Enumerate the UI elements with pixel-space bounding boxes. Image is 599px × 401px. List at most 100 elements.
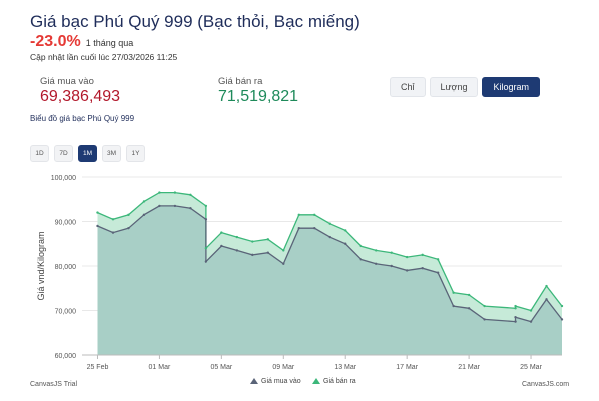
buy-price-point: [452, 304, 455, 308]
legend-sell-marker: [312, 378, 320, 384]
canvasjs-trial-label: CanvasJS Trial: [30, 381, 78, 388]
sell-price-point: [328, 222, 331, 225]
legend-buy-marker: [250, 378, 258, 384]
sell-price-point: [111, 218, 115, 221]
sell-price-point: [344, 229, 347, 232]
sell-price-point: [405, 255, 409, 259]
unit-tab-chi[interactable]: Chỉ: [390, 77, 426, 97]
sell-price-label: Giá bán ra: [218, 76, 263, 87]
y-tick-label: 90,000: [55, 220, 77, 227]
y-axis-title: Giá vnd/Kilogram: [36, 231, 46, 300]
sell-price-point: [235, 235, 239, 239]
buy-price-point: [266, 251, 270, 254]
buy-price-point: [359, 258, 362, 261]
sell-price-point: [560, 304, 564, 308]
buy-price-point: [282, 262, 285, 265]
unit-tabs: Chỉ Lượng Kilogram: [390, 77, 540, 97]
buy-price-point: [560, 318, 564, 321]
x-tick-label: 13 Mar: [334, 364, 356, 371]
buy-price-point: [111, 231, 115, 234]
range-tab-1m[interactable]: 1M: [78, 145, 97, 162]
sell-price-line: [97, 191, 563, 312]
y-tick-label: 60,000: [55, 353, 77, 360]
sell-price-point: [266, 238, 270, 241]
sell-price-point: [251, 240, 254, 243]
sell-price-point: [158, 191, 161, 194]
buy-price-point: [297, 226, 300, 230]
sell-price-point: [189, 193, 192, 196]
price-change-row: -23.0% 1 tháng qua: [30, 33, 133, 51]
page-title: Giá bạc Phú Quý 999 (Bạc thỏi, Bạc miếng…: [30, 12, 360, 31]
buy-price-point: [405, 269, 409, 272]
price-change-percent: -23.0%: [30, 33, 81, 50]
canvasjs-link[interactable]: CanvasJS.com: [522, 381, 570, 388]
sell-price-point: [142, 200, 146, 203]
buy-price-point: [251, 253, 254, 257]
buy-price-point: [173, 204, 177, 208]
range-tab-7d[interactable]: 7D: [54, 145, 73, 162]
range-tab-3m[interactable]: 3M: [102, 145, 121, 162]
y-tick-label: 70,000: [55, 309, 77, 316]
sell-price-point: [514, 307, 517, 310]
sell-price-point: [297, 213, 300, 217]
buy-price-area: [97, 205, 562, 355]
sell-price-point: [313, 213, 316, 217]
buy-price-point: [142, 213, 146, 217]
buy-price-point: [483, 318, 486, 321]
sell-price-point: [173, 191, 177, 194]
buy-price-point: [514, 320, 517, 323]
buy-price-point: [96, 224, 99, 228]
sell-price-point: [204, 204, 208, 208]
sell-price-point: [452, 291, 455, 294]
sell-price-point: [529, 309, 533, 312]
buy-price-point: [189, 206, 192, 210]
buy-price-point: [313, 226, 316, 230]
buy-price-point: [529, 320, 533, 323]
price-change-period: 1 tháng qua: [85, 38, 134, 48]
buy-price-point: [421, 267, 424, 270]
buy-price-point: [344, 242, 347, 245]
sell-price-point: [220, 231, 223, 234]
sell-price-point: [374, 249, 378, 252]
range-tabs: 1D 7D 1M 3M 1Y: [30, 145, 145, 162]
x-tick-label: 01 Mar: [149, 364, 171, 371]
sell-price-point: [96, 211, 99, 214]
buy-price-point: [374, 262, 378, 265]
sell-price-point: [436, 258, 440, 261]
sell-price-point: [514, 304, 517, 308]
sell-price-point: [204, 247, 208, 250]
x-tick-label: 05 Mar: [210, 364, 232, 371]
buy-price-line: [97, 205, 563, 323]
buy-price-point: [235, 249, 239, 252]
buy-price-point: [220, 244, 223, 248]
x-tick-label: 25 Feb: [87, 364, 109, 371]
sell-price-point: [282, 249, 285, 252]
unit-tab-kilogram[interactable]: Kilogram: [482, 77, 540, 97]
range-tab-1y[interactable]: 1Y: [126, 145, 145, 162]
x-tick-label: 25 Mar: [520, 364, 542, 371]
buy-price-point: [514, 315, 517, 319]
buy-price-label: Giá mua vào: [40, 76, 94, 87]
buy-price-point: [328, 235, 331, 239]
buy-price-value: 69,386,493: [40, 88, 121, 105]
last-updated: Cập nhật lần cuối lúc 27/03/2026 11:25: [30, 52, 178, 62]
sell-price-point: [390, 251, 393, 254]
buy-price-point: [158, 204, 161, 208]
y-tick-label: 80,000: [55, 264, 77, 271]
x-tick-label: 09 Mar: [272, 364, 294, 371]
legend-sell-label: Giá bán ra: [323, 378, 356, 385]
range-tab-1d[interactable]: 1D: [30, 145, 49, 162]
buy-price-point: [436, 271, 440, 274]
buy-price-point: [204, 218, 208, 221]
sell-price-point: [359, 244, 362, 248]
x-tick-label: 17 Mar: [396, 364, 418, 371]
x-tick-label: 21 Mar: [458, 364, 480, 371]
sell-price-point: [483, 304, 486, 308]
unit-tab-luong[interactable]: Lượng: [429, 77, 479, 97]
sell-price-point: [545, 284, 548, 288]
buy-price-point: [127, 226, 130, 230]
sell-price-point: [467, 293, 471, 297]
buy-price-point: [204, 260, 208, 263]
buy-price-point: [467, 307, 471, 310]
